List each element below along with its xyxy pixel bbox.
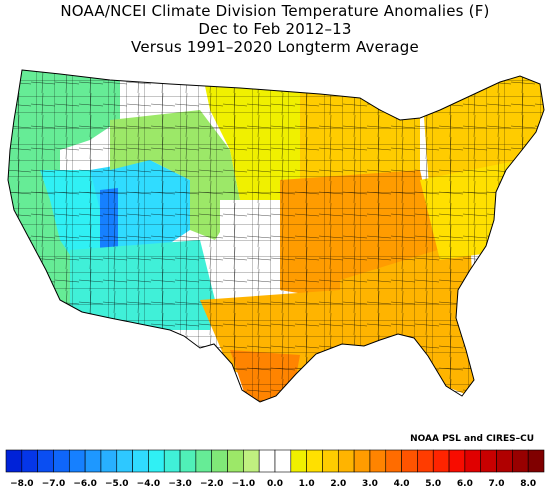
legend-tick-label: 4.0 — [394, 479, 410, 489]
legend-tick-label: 5.0 — [425, 479, 441, 489]
legend-bin — [401, 449, 418, 473]
legend-tick-label: 0.0 — [267, 479, 283, 489]
legend-bin — [369, 449, 387, 473]
legend-tick-label: 7.0 — [489, 479, 505, 489]
legend-tick-label: 6.0 — [457, 479, 473, 489]
legend-bin — [211, 449, 228, 473]
map-subtitle-period: Dec to Feb 2012–13 — [198, 20, 352, 38]
legend-bin — [322, 449, 339, 473]
legend-bin — [53, 449, 70, 473]
legend-bin — [496, 449, 513, 473]
legend-tick-label: −7.0 — [42, 479, 65, 489]
legend-tick-label: −3.0 — [168, 479, 191, 489]
legend-bin — [432, 449, 450, 473]
legend-bin — [227, 449, 244, 473]
legend-bin — [132, 449, 149, 473]
legend-bin — [306, 449, 323, 473]
legend-bin — [163, 449, 181, 473]
legend-bin — [195, 449, 213, 473]
legend-bin — [353, 449, 371, 473]
color-scale-legend: −8.0 −7.0 −6.0 −5.0 −4.0 −3.0 −2.0 −1.0 0.0 1.0 2.… — [5, 449, 545, 489]
legend-bin — [480, 449, 497, 473]
legend-bin — [274, 449, 292, 473]
us-outline — [7, 69, 545, 403]
legend-bin — [527, 449, 545, 473]
legend-bin — [5, 449, 23, 473]
legend-tick-label: 8.0 — [520, 479, 536, 489]
legend-bin — [84, 449, 102, 473]
legend-bin — [100, 449, 118, 473]
legend-bin — [258, 449, 276, 473]
map-subtitle-baseline: Versus 1991–2020 Longterm Average — [131, 38, 419, 56]
legend-bin — [21, 449, 38, 473]
legend-bin — [464, 449, 482, 473]
legend-tick-label: −8.0 — [10, 479, 33, 489]
legend-bin — [37, 449, 54, 473]
legend-bin — [179, 449, 197, 473]
legend-bin — [290, 449, 307, 473]
legend-tick-label: −1.0 — [232, 479, 255, 489]
map-title: NOAA/NCEI Climate Division Temperature A… — [60, 2, 490, 20]
legend-tick-label: 3.0 — [362, 479, 378, 489]
legend-tick-label: −5.0 — [105, 479, 128, 489]
legend-tick-label: −4.0 — [137, 479, 160, 489]
legend-bin — [68, 449, 86, 473]
legend-bin — [448, 449, 466, 473]
division-boundaries-secondary — [8, 70, 544, 402]
legend-bin — [243, 449, 260, 473]
legend-bin — [512, 449, 529, 473]
legend-tick-label: −6.0 — [73, 479, 96, 489]
us-climate-division-map — [7, 69, 545, 403]
legend-bin — [337, 449, 355, 473]
legend-bin — [148, 449, 165, 473]
legend-bin — [385, 449, 402, 473]
legend-bin — [116, 449, 133, 473]
legend-tick-label: −2.0 — [200, 479, 223, 489]
legend-bin — [417, 449, 434, 473]
legend-tick-label: 1.0 — [299, 479, 315, 489]
credit-label: NOAA PSL and CIRES–CU — [410, 434, 534, 444]
legend-tick-label: 2.0 — [330, 479, 346, 489]
